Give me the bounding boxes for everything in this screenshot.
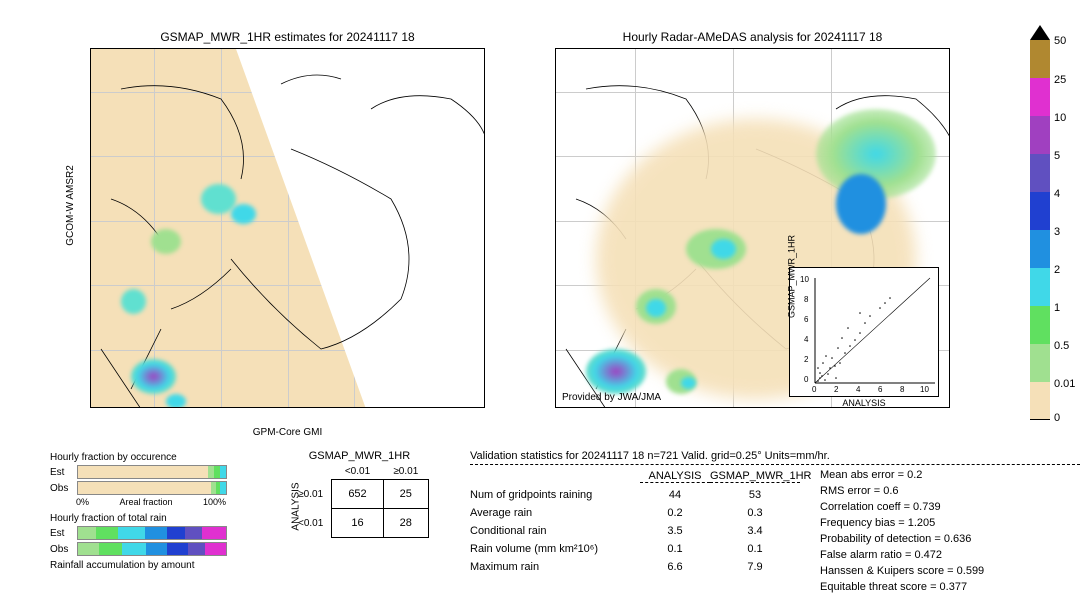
metric: Equitable threat score = 0.377 xyxy=(820,579,1070,595)
scatter-inset: 0 2 4 6 8 10 0 2 4 6 8 10 ANALYSIS GSMAP… xyxy=(789,267,939,397)
radar-map: 45°N 40°N 35°N 30°N 25°N 125°E 130°E 135… xyxy=(555,48,950,408)
gsmap-xlabel: GPM-Core GMI xyxy=(253,427,322,438)
fraction-bars: Hourly fraction by occurence Est Obs 0% … xyxy=(50,450,260,573)
colorbar: 50 25 10 5 4 3 2 1 0.5 0.01 0 xyxy=(1030,40,1050,420)
stat-label: Conditional rain xyxy=(470,525,640,537)
gsmap-panel: GSMAP_MWR_1HR estimates for 20241117 18 xyxy=(90,30,485,410)
radar-title: Hourly Radar-AMeDAS analysis for 2024111… xyxy=(555,30,950,44)
metric: False alarm ratio = 0.472 xyxy=(820,547,1070,563)
metric: Frequency bias = 1.205 xyxy=(820,515,1070,531)
metric: Hanssen & Kuipers score = 0.599 xyxy=(820,563,1070,579)
dashboard: GSMAP_MWR_1HR estimates for 20241117 18 xyxy=(10,10,1070,602)
metric: Correlation coeff = 0.739 xyxy=(820,499,1070,515)
stat-label: Maximum rain xyxy=(470,561,640,573)
stat-label: Average rain xyxy=(470,507,640,519)
validation-stats: Validation statistics for 20241117 18 n=… xyxy=(470,450,1080,595)
radar-panel: Hourly Radar-AMeDAS analysis for 2024111… xyxy=(555,30,950,410)
stat-label: Num of gridpoints raining xyxy=(470,489,640,501)
provided-by: Provided by JWA/JMA xyxy=(562,392,661,403)
gsmap-ylabel: GCOM-W AMSR2 xyxy=(65,165,76,246)
bottom-panels: Hourly fraction by occurence Est Obs 0% … xyxy=(50,440,1050,610)
stats-table: ANALYSIS GSMAP_MWR_1HR Num of gridpoints… xyxy=(470,467,820,595)
gsmap-map: 45°N 40°N 35°N 30°N 25°N 125°E 130°E 135… xyxy=(90,48,485,408)
stat-label: Rain volume (mm km²10⁶) xyxy=(470,543,640,555)
contingency-table: GSMAP_MWR_1HR ANALYSIS <0.01≥0.01 ≥0.01 … xyxy=(290,450,429,538)
gsmap-title: GSMAP_MWR_1HR estimates for 20241117 18 xyxy=(90,30,485,44)
metric: Mean abs error = 0.2 xyxy=(820,467,1070,483)
metric: Probability of detection = 0.636 xyxy=(820,531,1070,547)
metric: RMS error = 0.6 xyxy=(820,483,1070,499)
metrics-list: Mean abs error = 0.2RMS error = 0.6Corre… xyxy=(820,467,1070,595)
